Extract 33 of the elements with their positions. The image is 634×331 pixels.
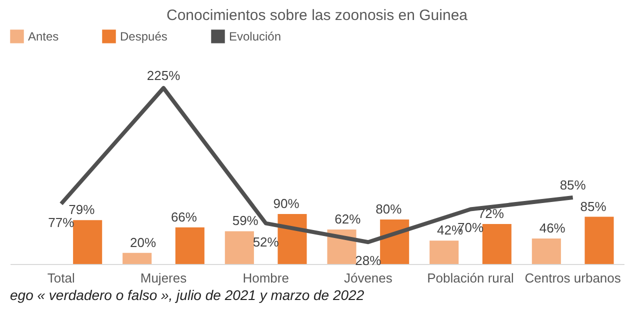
bar: [122, 252, 152, 264]
x-tick-label: Mujeres: [140, 270, 188, 286]
data-label: 66%: [170, 209, 198, 224]
chart-title: Conocimientos sobre las zoonosis en Guinea: [166, 7, 468, 24]
data-label: 85%: [560, 178, 586, 193]
data-label: 80%: [376, 202, 402, 217]
bar: [380, 220, 410, 264]
legend-label: Evolución: [229, 29, 282, 44]
x-tick-label: Total: [47, 270, 76, 286]
x-tick-label: Población rural: [427, 270, 514, 286]
text: ego « verdadero o falso », julio de 2021 y marzo de 2022: [9, 287, 366, 303]
bar: [482, 224, 512, 264]
bar: [73, 220, 102, 264]
data-label: 225%: [146, 68, 181, 83]
x-tick-label: Centros urbanos: [524, 270, 622, 286]
data-label: 62%: [334, 212, 362, 227]
legend-label: Antes: [28, 29, 59, 44]
data-label: 79%: [68, 202, 96, 218]
data-label: 85%: [580, 198, 607, 214]
data-label: 90%: [273, 196, 300, 211]
bar: [278, 214, 307, 264]
bar: [532, 238, 561, 264]
bar: [584, 216, 614, 264]
data-label: 46%: [539, 220, 566, 236]
data-label: 20%: [130, 234, 156, 250]
bar: [224, 231, 254, 264]
data-label: 72%: [478, 206, 504, 221]
x-tick-label: Hombre: [242, 270, 289, 286]
x-tick-label: Jóvenes: [344, 270, 393, 286]
data-label: 59%: [232, 213, 259, 228]
legend-label: Después: [120, 29, 168, 44]
bar: [430, 240, 459, 264]
bar: [175, 227, 204, 264]
